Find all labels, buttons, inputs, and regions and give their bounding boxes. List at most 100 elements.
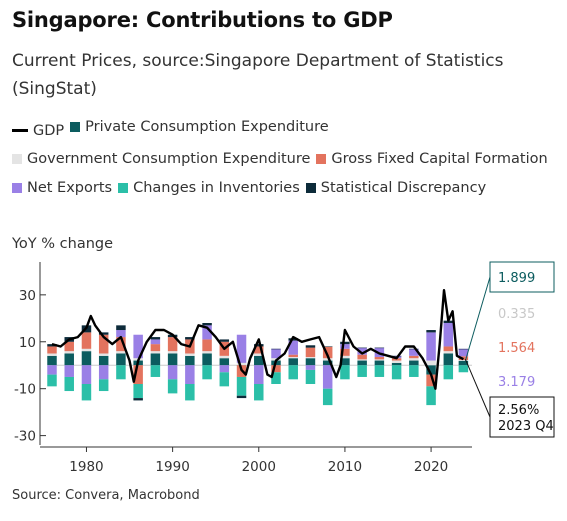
bar-private-consumption-expenditure [305,358,316,366]
legend-swatch [12,153,22,164]
bar-net-exports [409,348,419,356]
bar-changes-in-inventories [116,365,126,380]
bar-changes-in-inventories [409,365,419,377]
bar-gross-fixed-capital-formation [116,337,126,352]
bar-net-exports [443,323,454,347]
bar-changes-in-inventories [443,365,454,380]
bar-statistical-discrepancy [98,332,109,335]
bar-private-consumption-expenditure [374,360,385,366]
bar-net-exports [150,339,161,345]
bar-changes-in-inventories [426,386,436,406]
bar-statistical-discrepancy [305,345,316,348]
bar-gross-fixed-capital-formation [305,347,316,358]
bar-private-consumption-expenditure [340,358,350,366]
chart-subtitle: Current Prices, source:Singapore Departm… [12,51,504,99]
source-note: Source: Convera, Macrobond [12,488,200,503]
bar-net-exports [202,325,212,340]
legend-item-5: Changes in Inventories [118,174,300,202]
bar-government-consumption-expenditure [391,360,402,363]
bar-gross-fixed-capital-formation [271,365,281,373]
legend-swatch [12,182,22,193]
bar-net-exports [219,365,230,373]
bar-changes-in-inventories [202,365,212,380]
bar-statistical-discrepancy [322,346,333,347]
legend-label: Government Consumption Expenditure [27,150,311,167]
bar-statistical-discrepancy [374,347,385,349]
legend-label: Net Exports [27,179,113,196]
bar-changes-in-inventories [288,365,298,380]
x-tick-label: 2000 [242,459,276,475]
bar-changes-in-inventories [185,384,195,401]
bar-gross-fixed-capital-formation [81,332,92,349]
bar-changes-in-inventories [271,372,281,384]
bar-statistical-discrepancy [185,337,195,340]
bar-net-exports [167,365,178,380]
bar-changes-in-inventories [64,376,74,392]
bar-statistical-discrepancy [150,337,161,340]
bar-government-consumption-expenditure [150,351,161,354]
bar-private-consumption-expenditure [322,360,333,366]
bar-changes-in-inventories [340,365,350,380]
bar-government-consumption-expenditure [47,353,57,356]
bar-private-consumption-expenditure [254,355,264,366]
bar-gross-fixed-capital-formation [64,341,74,352]
value-label-box [489,396,555,438]
bar-government-consumption-expenditure [167,351,178,354]
bar-net-exports [236,334,247,363]
bar-government-consumption-expenditure [254,353,264,356]
chart-title: Singapore: Contributions to GDP [12,8,393,32]
legend-swatch [12,129,28,132]
bar-statistical-discrepancy [409,348,419,350]
bar-government-consumption-expenditure [64,351,74,354]
bar-private-consumption-expenditure [81,351,92,366]
bar-changes-in-inventories [47,374,57,387]
bar-private-consumption-expenditure [98,355,109,366]
bar-private-consumption-expenditure [185,355,195,366]
bar-statistical-discrepancy [391,355,402,357]
bar-government-consumption-expenditure [409,358,419,361]
legend-swatch [70,122,81,132]
bar-government-consumption-expenditure [357,359,367,361]
bar-net-exports [305,365,316,370]
y-tick-label: 10 [19,335,36,351]
bar-net-exports [98,365,109,380]
bar-net-exports [357,347,367,355]
legend-label: Private Consumption Expenditure [85,119,329,135]
y-tick-label: 30 [19,288,36,304]
bar-gross-fixed-capital-formation [150,344,161,352]
x-tick-label: 1990 [155,459,189,475]
legend-item-2: Government Consumption Expenditure [12,145,310,173]
bar-statistical-discrepancy [236,395,247,399]
bar-changes-in-inventories [236,376,247,396]
value-label: 1.564 [498,341,535,356]
bar-net-exports [288,340,298,355]
bar-government-consumption-expenditure [374,359,385,361]
bar-net-exports [271,348,281,359]
bar-gross-fixed-capital-formation [202,339,212,352]
bar-gross-fixed-capital-formation [133,365,143,384]
x-tick-label: 2010 [328,459,362,475]
bar-net-exports [64,365,74,377]
y-tick-label: -10 [14,382,36,398]
x-tick-label: 1980 [69,459,103,475]
bar-government-consumption-expenditure [98,353,109,356]
bar-gross-fixed-capital-formation [409,355,419,359]
bar-net-exports [133,334,143,359]
bar-private-consumption-expenditure [409,360,419,366]
legend-item-3: Gross Fixed Capital Formation [316,145,548,173]
value-label-period: 2023 Q4 [498,419,554,434]
legend-label: Gross Fixed Capital Formation [331,150,548,167]
bar-gross-fixed-capital-formation [254,346,264,354]
legend-swatch [316,153,327,164]
bar-gross-fixed-capital-formation [47,346,57,354]
bar-net-exports [47,365,57,375]
bar-private-consumption-expenditure [391,362,402,366]
bar-government-consumption-expenditure [305,357,316,359]
bar-changes-in-inventories [374,365,385,377]
bar-gross-fixed-capital-formation [322,346,333,359]
bar-government-consumption-expenditure [322,358,333,361]
bar-net-exports [81,365,92,384]
bar-statistical-discrepancy [219,339,230,342]
bar-gross-fixed-capital-formation [374,357,385,360]
